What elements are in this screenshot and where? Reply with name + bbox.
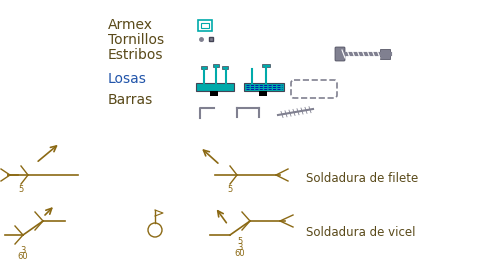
Text: Armex: Armex: [108, 18, 153, 32]
Text: Soldadura de filete: Soldadura de filete: [306, 171, 418, 185]
Text: Tornillos: Tornillos: [108, 33, 164, 47]
Bar: [244, 83, 284, 91]
Bar: [213, 64, 219, 67]
Text: 5: 5: [18, 185, 24, 194]
Bar: [259, 91, 267, 96]
Text: Soldadura de vicel: Soldadura de vicel: [306, 227, 415, 239]
Text: 5: 5: [227, 185, 233, 194]
Text: 3: 3: [20, 246, 26, 255]
Bar: [201, 66, 207, 69]
Text: Barras: Barras: [108, 93, 153, 107]
Bar: [380, 49, 390, 59]
Text: Losas: Losas: [108, 72, 147, 86]
Bar: [198, 20, 212, 31]
Text: 60: 60: [235, 249, 246, 258]
Bar: [222, 66, 228, 69]
Bar: [262, 64, 270, 67]
FancyBboxPatch shape: [335, 47, 345, 61]
Text: Estribos: Estribos: [108, 48, 164, 62]
Text: 60: 60: [18, 252, 28, 261]
Text: 3: 3: [237, 243, 243, 252]
Bar: [210, 91, 218, 96]
Bar: [201, 23, 209, 28]
Bar: [196, 83, 234, 91]
Text: 5: 5: [238, 237, 243, 246]
